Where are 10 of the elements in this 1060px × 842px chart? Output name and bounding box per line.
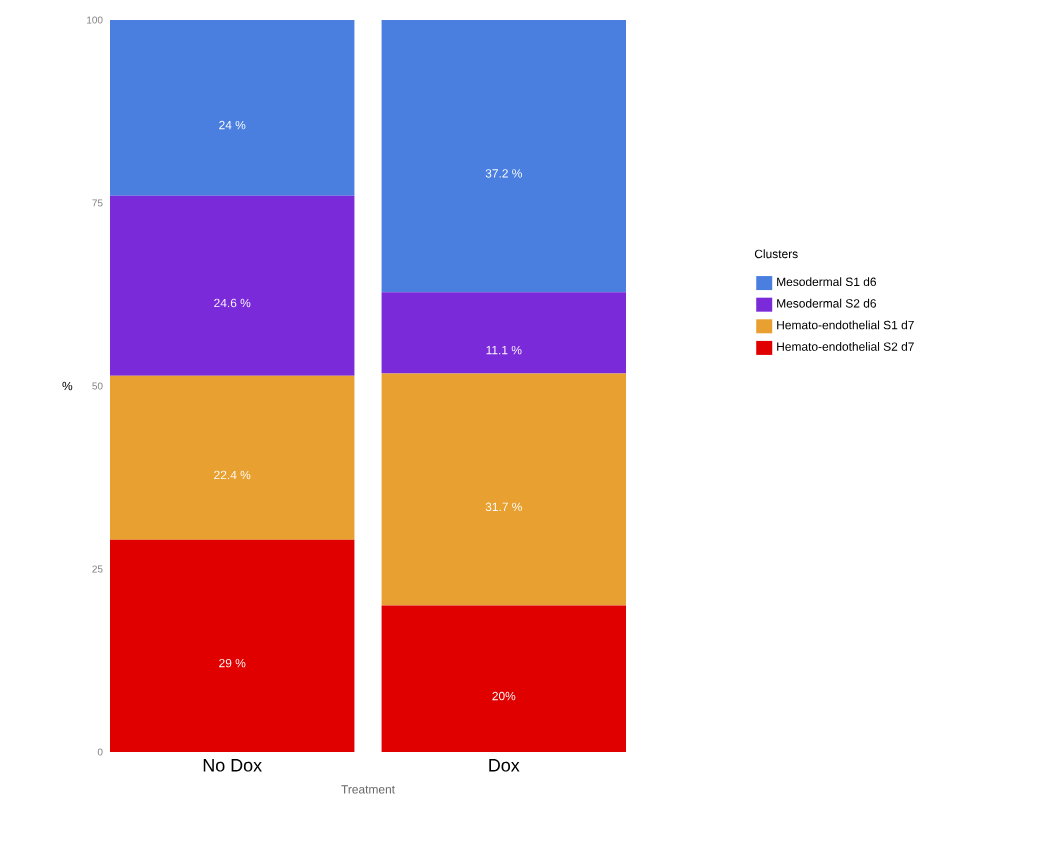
bar	[110, 375, 355, 540]
bar	[381, 19, 627, 293]
bar	[110, 19, 355, 196]
x-tick-label: Dox	[489, 759, 520, 772]
bar	[381, 373, 627, 606]
bar	[110, 539, 355, 752]
x-tick-label: No Dox	[203, 759, 262, 772]
bar	[381, 605, 627, 752]
bar	[381, 292, 627, 374]
bar	[110, 195, 355, 376]
